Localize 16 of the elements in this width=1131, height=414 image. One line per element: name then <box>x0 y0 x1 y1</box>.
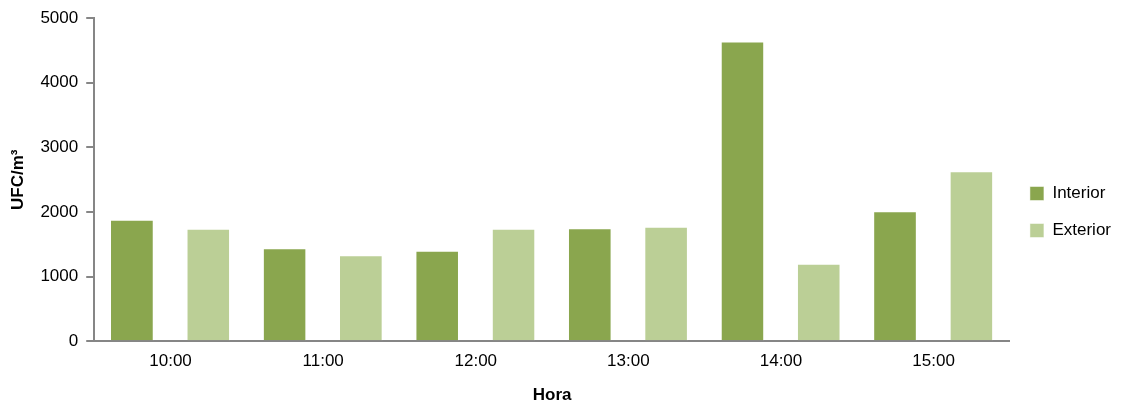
x-tick-label: 12:00 <box>454 351 498 371</box>
x-tick-label: 14:00 <box>759 351 803 371</box>
x-tick-label: 10:00 <box>149 351 192 371</box>
y-tick-label: 3000 <box>40 137 79 157</box>
y-tick-label: 1000 <box>40 266 79 286</box>
y-axis-title: UFC/m³ <box>7 149 27 210</box>
x-tick-label: 15:00 <box>912 351 955 371</box>
x-tick-label: 11:00 <box>302 351 344 371</box>
legend-label: Interior <box>1052 183 1106 203</box>
y-tick-label: 0 <box>68 330 79 350</box>
x-axis-title: Hora <box>532 385 572 405</box>
x-tick-label: 13:00 <box>607 351 650 371</box>
y-tick-label: 5000 <box>40 7 79 27</box>
y-tick-label: 2000 <box>40 201 79 221</box>
legend-label: Exterior <box>1052 220 1112 240</box>
y-tick-label: 4000 <box>40 72 79 92</box>
